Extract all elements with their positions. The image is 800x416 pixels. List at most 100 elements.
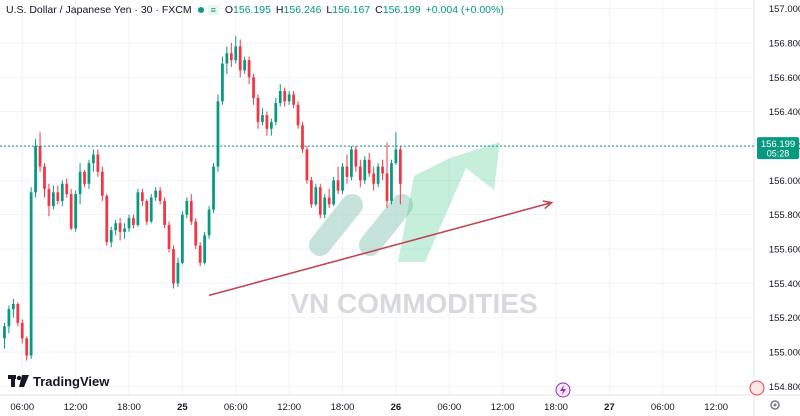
candle: [105, 194, 109, 246]
time-tick-label: 06:00: [224, 402, 248, 413]
candle: [60, 180, 64, 207]
close-value: 156.199: [382, 4, 421, 16]
candle-body: [83, 171, 86, 184]
candle-body: [145, 200, 149, 222]
candle: [381, 159, 384, 181]
candle: [252, 73, 255, 105]
candle: [350, 145, 353, 181]
candle-body: [74, 194, 78, 229]
candle-body: [247, 60, 251, 78]
candle: [296, 101, 300, 129]
candle-body: [261, 115, 264, 122]
candle: [327, 188, 331, 208]
candle-body: [212, 166, 215, 210]
candle-body: [310, 180, 313, 205]
time-tick-label: 25: [177, 402, 188, 413]
candle-body: [221, 63, 224, 102]
candle-body: [7, 309, 11, 327]
tradingview-logo[interactable]: TradingView: [8, 374, 109, 389]
candle: [149, 194, 153, 224]
candle-body: [123, 228, 126, 232]
settings-gear-icon[interactable]: [770, 400, 780, 410]
candle: [20, 319, 24, 344]
chart-header: U.S. Dollar / Japanese Yen · 30 · FXCM ≡…: [6, 4, 506, 16]
tradingview-logo-text: TradingView: [33, 374, 110, 389]
candle-body: [185, 200, 189, 215]
exchange-badge-icon[interactable]: ≡: [207, 5, 219, 15]
candle: [167, 221, 171, 253]
candle: [238, 39, 242, 78]
candle: [283, 87, 287, 107]
candle: [56, 185, 60, 205]
candle-body: [43, 166, 46, 189]
candle: [274, 97, 278, 126]
trendline[interactable]: [208, 201, 552, 297]
price-tick-label: 155.800: [769, 210, 800, 221]
candle-body: [114, 223, 118, 231]
candle: [194, 218, 198, 250]
watermark-stroke: [309, 194, 363, 256]
candle-body: [181, 214, 184, 263]
candle: [287, 91, 291, 105]
time-tick-label: 18:00: [544, 402, 568, 413]
candle: [52, 185, 55, 210]
candle: [136, 188, 140, 227]
candle: [185, 197, 189, 219]
candle-body: [238, 46, 242, 71]
candle: [189, 194, 193, 225]
candle-body: [100, 171, 104, 196]
open-label: O: [224, 4, 234, 16]
candle-body: [327, 197, 331, 205]
price-tick-label: 154.800: [769, 382, 800, 393]
candle: [198, 242, 202, 267]
candle: [29, 187, 33, 359]
time-tick-label: 12:00: [491, 402, 515, 413]
candle: [118, 218, 122, 241]
candle-body: [234, 46, 238, 61]
candle-body: [172, 249, 175, 284]
time-tick-label: 12:00: [704, 402, 728, 413]
candle-body: [34, 145, 37, 193]
trendline-group: [208, 200, 554, 297]
candle-body: [376, 166, 380, 184]
candle: [216, 94, 220, 172]
candle: [305, 145, 309, 184]
candle: [247, 56, 251, 85]
low-label: L: [326, 4, 333, 16]
candle: [158, 187, 162, 205]
candle-body: [149, 197, 153, 222]
time-tick-label: 18:00: [331, 402, 355, 413]
earnings-icon[interactable]: [749, 380, 765, 396]
candle-body: [154, 190, 158, 198]
candle-body: [176, 262, 180, 284]
candle-body: [296, 104, 300, 126]
candle-body: [390, 163, 393, 201]
candle: [269, 118, 273, 136]
time-axis[interactable]: 06:00 12:00 18:00 25 06:00 12:00 18:00 26 06:00 1…: [10, 402, 728, 413]
candle-body: [105, 195, 109, 243]
candle-body: [78, 171, 82, 195]
candle-body: [127, 218, 131, 229]
candle-body: [287, 94, 291, 102]
candle: [114, 219, 118, 236]
candle-body: [269, 121, 273, 129]
candle: [7, 305, 11, 334]
candle: [243, 56, 247, 74]
candle-body: [25, 338, 29, 356]
candle-body: [92, 154, 95, 164]
symbol-title[interactable]: U.S. Dollar / Japanese Yen · 30 · FXCM: [6, 4, 192, 16]
candle: [65, 178, 69, 198]
candle: [292, 91, 295, 109]
event-icon[interactable]: [555, 382, 571, 398]
candle-body: [372, 173, 376, 184]
candle-body: [203, 235, 207, 263]
price-axis[interactable]: 157.000156.800156.600156.400156.200156.0…: [769, 4, 800, 393]
candle: [265, 111, 269, 136]
candle-body: [283, 91, 287, 102]
candle-body: [336, 180, 340, 191]
candle: [100, 166, 104, 201]
candle-body: [385, 173, 389, 201]
candle: [354, 145, 358, 172]
